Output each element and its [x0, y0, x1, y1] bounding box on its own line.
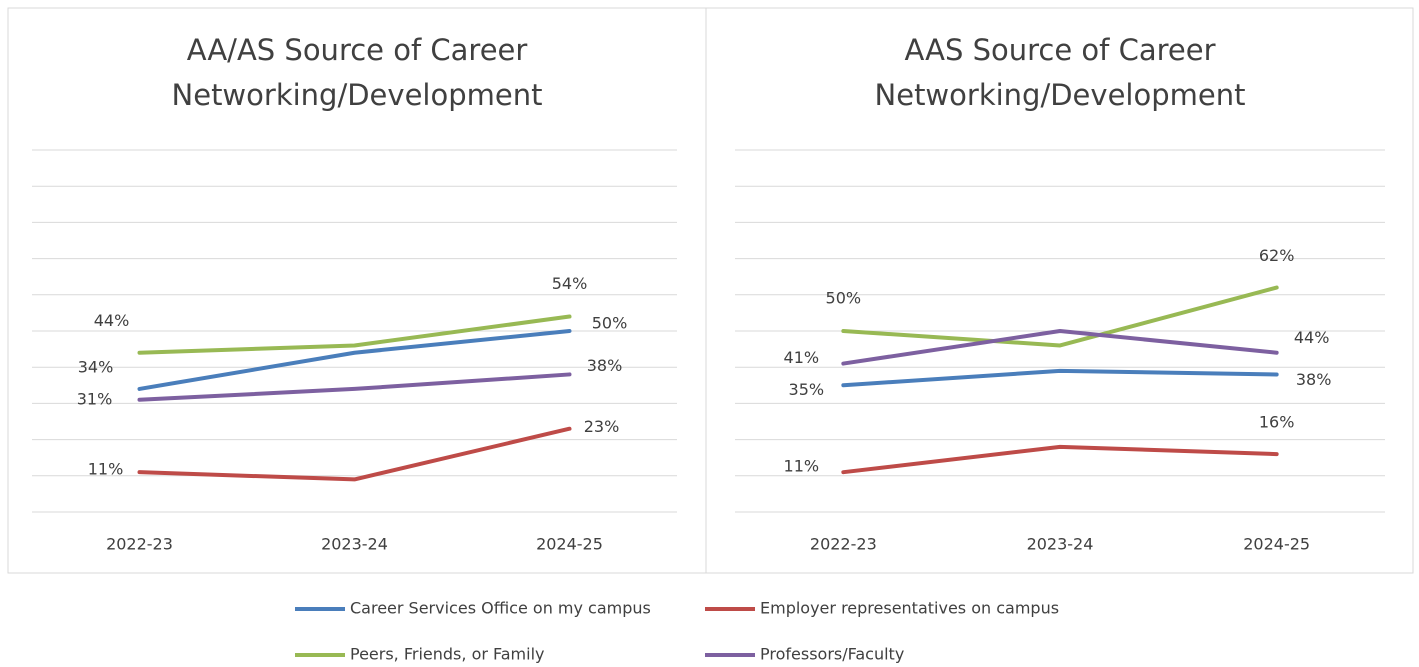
x-tick-label: 2023-24	[321, 535, 388, 554]
data-label: 34%	[78, 357, 114, 376]
x-tick-label: 2024-25	[1243, 535, 1310, 554]
data-label: 44%	[1294, 328, 1330, 347]
series-line	[841, 329, 1279, 366]
x-tick-label: 2022-23	[810, 535, 877, 554]
data-label: 11%	[784, 457, 820, 476]
legend-label: Peers, Friends, or Family	[350, 645, 545, 664]
chart-title: AA/AS Source of Career	[187, 33, 528, 67]
series-line	[137, 314, 572, 355]
chart-title: Networking/Development	[875, 78, 1246, 112]
series-line	[841, 368, 1279, 388]
data-label: 35%	[789, 380, 825, 399]
data-label: 50%	[826, 289, 862, 308]
series-line	[841, 444, 1279, 475]
data-label: 54%	[552, 274, 588, 293]
series-line	[137, 372, 572, 402]
legend-label: Employer representatives on campus	[760, 599, 1059, 618]
x-tick-label: 2022-23	[106, 535, 173, 554]
data-label: 38%	[1296, 370, 1332, 389]
data-label: 50%	[592, 314, 628, 333]
data-label: 11%	[88, 460, 124, 479]
series-line	[137, 329, 572, 391]
series-line	[841, 285, 1279, 348]
chart-title: Networking/Development	[172, 78, 543, 112]
chart-title: AAS Source of Career	[904, 33, 1215, 67]
legend-label: Professors/Faculty	[760, 645, 904, 664]
data-label: 31%	[77, 389, 113, 408]
data-label: 23%	[584, 417, 620, 436]
x-tick-label: 2024-25	[536, 535, 603, 554]
series-line	[137, 426, 572, 482]
data-label: 62%	[1259, 246, 1295, 265]
panel-border	[705, 7, 1414, 574]
data-label: 16%	[1259, 413, 1295, 432]
data-label: 44%	[94, 311, 130, 330]
legend-label: Career Services Office on my campus	[350, 599, 651, 618]
data-label: 38%	[587, 356, 623, 375]
data-label: 41%	[784, 348, 820, 367]
x-tick-label: 2023-24	[1027, 535, 1094, 554]
